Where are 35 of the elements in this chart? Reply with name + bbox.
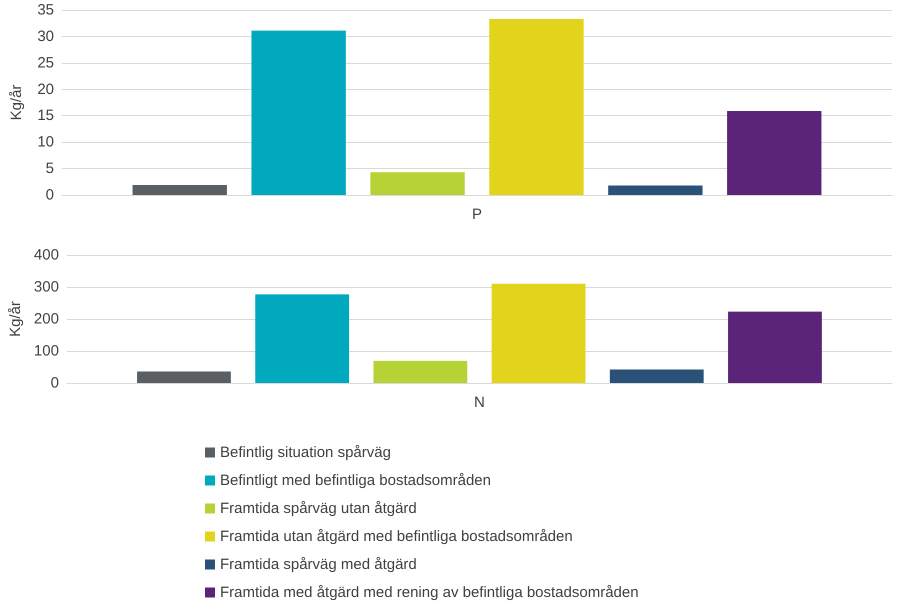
legend-label: Framtida utan åtgärd med befintliga bostadsområden [220, 528, 573, 545]
legend-label: Befintlig situation spårväg [220, 444, 391, 461]
y-tick-label: 300 [34, 278, 59, 296]
y-tick-label: 35 [37, 2, 54, 18]
y-tick-label: 5 [46, 160, 54, 178]
bar [373, 360, 468, 383]
y-axis-title: Kg/år [7, 301, 24, 337]
bar [728, 312, 822, 383]
bar [251, 30, 346, 195]
bar [132, 184, 227, 195]
x-tick-label: P [472, 206, 482, 223]
y-tick-label: 100 [34, 342, 59, 360]
bar [255, 294, 350, 383]
y-tick-label: 25 [37, 54, 54, 72]
bar [610, 370, 704, 383]
legend-label: Framtida spårväg utan åtgärd [220, 500, 417, 517]
legend-label: Befintligt med befintliga bostadsområden [220, 472, 491, 489]
bar [492, 284, 586, 383]
bar [489, 18, 584, 195]
bar [137, 371, 231, 383]
y-tick-label: 400 [34, 246, 59, 264]
y-axis-title: Kg/år [8, 84, 25, 120]
x-tick-label: N [474, 394, 485, 411]
y-tick-label: 15 [37, 107, 54, 124]
y-tick-label: 20 [37, 80, 54, 98]
y-tick-label: 0 [46, 186, 54, 204]
legend-label: Framtida med åtgärd med rening av befintliga bostadsområden [220, 584, 639, 601]
y-tick-label: 0 [50, 374, 59, 392]
bar [370, 172, 465, 195]
y-tick-label: 200 [34, 310, 59, 328]
y-tick-label: 10 [37, 134, 54, 151]
legend-label: Framtida spårväg med åtgärd [220, 556, 417, 573]
bar [727, 110, 822, 195]
bar [608, 185, 703, 195]
y-tick-label: 30 [37, 28, 54, 45]
